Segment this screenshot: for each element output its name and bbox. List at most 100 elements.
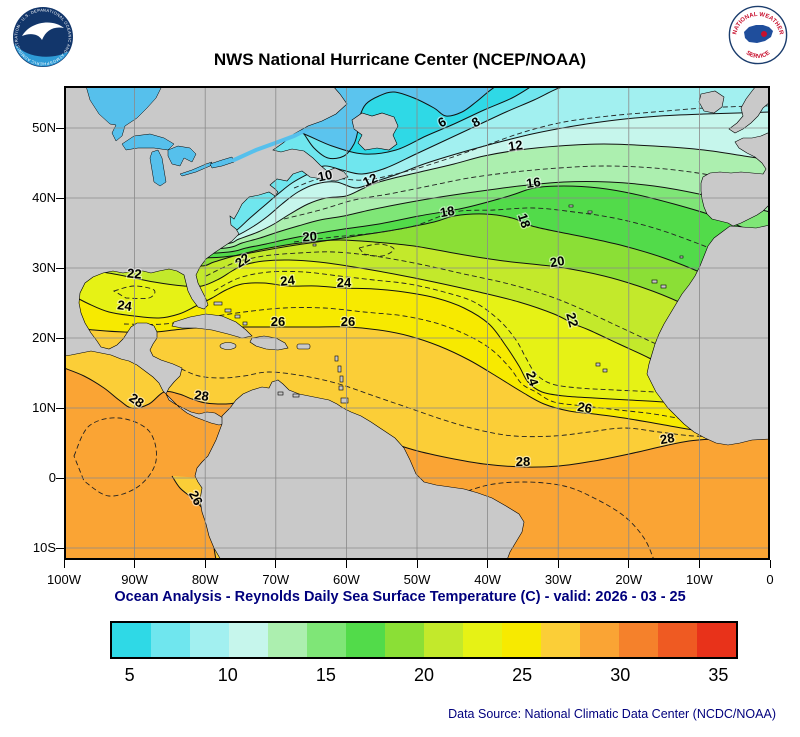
newfoundland (351, 112, 399, 151)
puerto-rico (296, 343, 311, 350)
island (242, 321, 248, 326)
contour-label: 10 (316, 167, 333, 185)
isotherm-dashed-line (213, 270, 770, 413)
island (334, 355, 339, 362)
contour-label: 20 (302, 229, 317, 245)
isotherm-dashed-line (73, 417, 157, 497)
lon-tick-label: 70W (262, 572, 290, 587)
lon-tick (134, 560, 136, 568)
colorbar: 5 10 15 20 25 30 35 (110, 621, 738, 693)
cuba (171, 313, 253, 339)
lon-tick (275, 560, 277, 568)
nws-logo-dot-icon (761, 31, 767, 37)
isotherm-26-line (64, 325, 770, 437)
isotherm-dashed-line (64, 345, 770, 438)
colorbar-segment (658, 623, 697, 657)
lon-tick-label: 10W (686, 572, 713, 587)
map-frame (64, 86, 770, 560)
lat-tick (56, 127, 64, 129)
island (224, 308, 232, 313)
island (277, 391, 284, 396)
bermuda (312, 243, 317, 247)
data-source: Data Source: National Climatic Data Cent… (448, 707, 776, 721)
lon-tick-label: 0 (766, 572, 774, 587)
contour-label: 24 (337, 275, 352, 290)
lat-tick (56, 477, 64, 479)
colorbar-segment (502, 623, 541, 657)
island (213, 301, 223, 306)
isotherm-12-line (64, 143, 770, 247)
isotherm-dashed-line (293, 207, 770, 273)
lat-tick-label: 10S (32, 540, 56, 555)
trinidad (340, 397, 349, 404)
lat-tick-label: 10N (32, 400, 56, 415)
lon-tick (63, 560, 65, 568)
colorbar-segment (541, 623, 580, 657)
lon-tick-label: 40W (474, 572, 501, 587)
isotherm-dashed-line (123, 307, 770, 429)
contour-label: 28 (516, 454, 530, 469)
lat-tick-label: 20N (32, 330, 56, 345)
contour-label: 26 (271, 314, 285, 329)
cape-verde (602, 368, 608, 373)
contour-label: 16 (525, 174, 541, 191)
isotherm-22-line (64, 259, 770, 409)
colorbar-segment (346, 623, 385, 657)
colorbar-segment (424, 623, 463, 657)
sst-dashed-contours (64, 105, 770, 560)
colorbar-label: 10 (217, 665, 238, 685)
island (339, 375, 344, 383)
island (337, 365, 342, 373)
lat-tick-label: 40N (32, 190, 56, 205)
africa (646, 224, 770, 446)
nws-logo: NATIONAL WEATHER SERVICE (728, 5, 788, 65)
lon-tick (557, 560, 559, 568)
lon-tick-label: 50W (403, 572, 431, 587)
sst-map: 6 8 10 12 12 16 18 18 20 20 22 22 22 24 24 24 24 26 26 26 26… (32, 86, 774, 587)
colorbar-label: 5 (124, 665, 135, 685)
colorbar-scale (110, 621, 738, 659)
colorbar-segment (190, 623, 229, 657)
canary-islands (660, 284, 667, 289)
contour-label: 20 (549, 253, 566, 270)
iberia-france (700, 131, 770, 227)
lat-tick (56, 337, 64, 339)
isotherm-dashed-line (283, 165, 770, 220)
noaa-logo-bird-icon (22, 22, 64, 40)
lakes (85, 86, 310, 187)
isotherm-dashed-line (358, 243, 395, 257)
contour-label: 28 (193, 387, 209, 404)
lon-tick (345, 560, 347, 568)
lat-tick (56, 267, 64, 269)
noaa-logo-wave (14, 44, 69, 67)
lake-huron (167, 145, 197, 167)
madeira (679, 255, 684, 259)
lat-tick (56, 407, 64, 409)
lon-tick-label: 100W (47, 572, 81, 587)
cape-verde (595, 362, 601, 367)
lat-tick (56, 547, 64, 549)
isotherm-14-line (64, 180, 770, 251)
lake-michigan (149, 149, 167, 187)
lon-tick (698, 560, 700, 568)
lon-tick-label: 60W (333, 572, 360, 587)
lat-tick-label: 30N (32, 260, 56, 275)
contour-label: 28 (659, 430, 676, 447)
lake-erie (179, 161, 213, 177)
hispaniola (249, 335, 289, 351)
nws-ring-text-bottom: SERVICE (745, 50, 772, 60)
lat-tick-label: 50N (32, 120, 56, 135)
graticule (64, 86, 770, 560)
lon-tick (769, 560, 771, 568)
lon-tick (416, 560, 418, 568)
colorbar-segment (463, 623, 502, 657)
lon-tick (204, 560, 206, 568)
colorbar-label: 35 (708, 665, 729, 685)
contour-label: 18 (515, 211, 534, 229)
jamaica (219, 342, 237, 350)
contour-label: 24 (523, 369, 542, 388)
isotherm-18-line (64, 213, 770, 307)
